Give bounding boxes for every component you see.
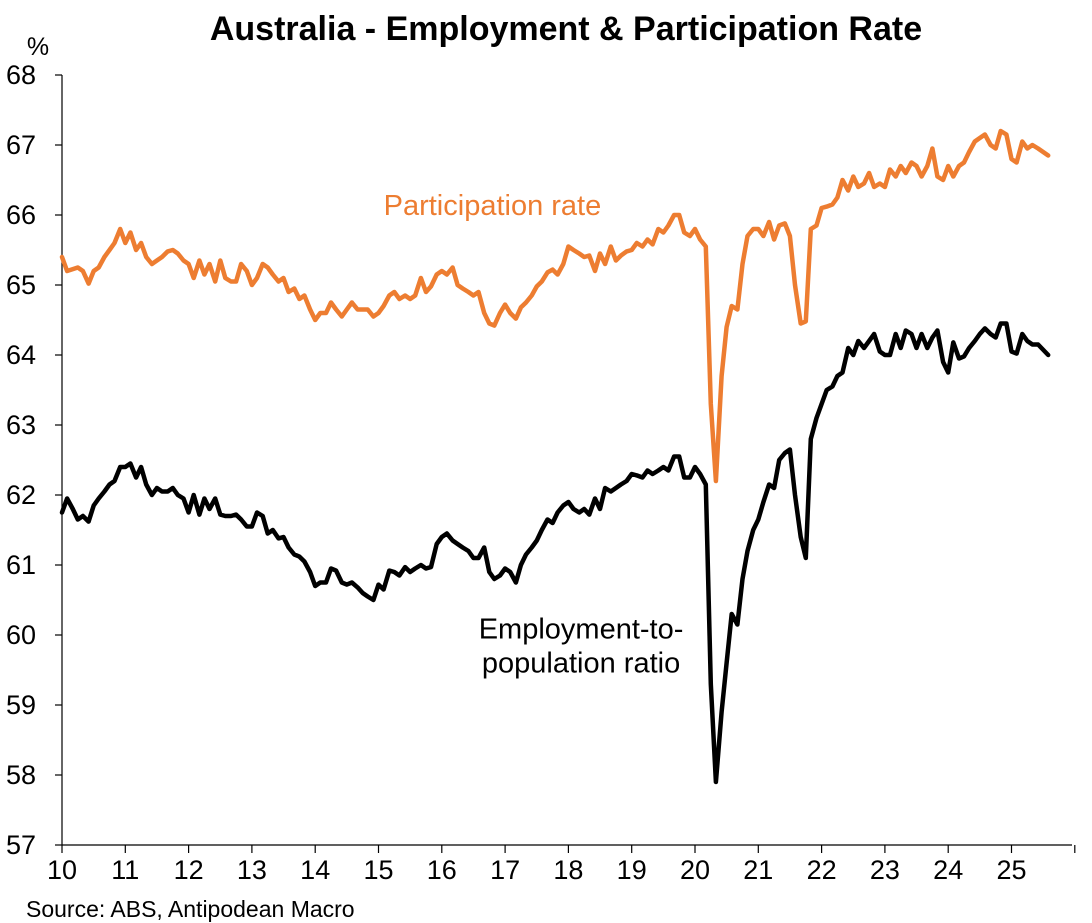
y-tick-label: 62	[6, 480, 36, 510]
x-tick-label: 25	[996, 855, 1026, 885]
x-tick-label: 13	[237, 855, 267, 885]
y-tick-label: 68	[6, 60, 36, 90]
series-line-0	[59, 128, 1051, 484]
y-tick-label: 57	[6, 830, 36, 860]
series-label-0: Participation rate	[384, 190, 602, 222]
series-lines	[59, 128, 1051, 785]
x-tick-label: 21	[743, 855, 773, 885]
y-tick-label: 65	[6, 270, 36, 300]
source-note: Source: ABS, Antipodean Macro	[26, 896, 355, 922]
y-tick-label: 59	[6, 690, 36, 720]
x-tick-label: 17	[490, 855, 520, 885]
x-tick-label: 14	[300, 855, 330, 885]
y-tick-label: 64	[6, 340, 36, 370]
x-tick-label: 23	[870, 855, 900, 885]
y-tick-label: 60	[6, 620, 36, 650]
x-tick-label: 22	[807, 855, 837, 885]
series-label-1: population ratio	[482, 648, 680, 680]
y-tick-label: 67	[6, 130, 36, 160]
y-tick-label: 63	[6, 410, 36, 440]
x-tick-label: 11	[111, 855, 139, 885]
y-axis-unit-label: %	[27, 33, 49, 61]
axes: 57 58 59 60 61 62 63 64 65 66 67 68 10 11 12 13 14 15 16 17…	[6, 60, 1076, 885]
series-line-1	[59, 321, 1051, 785]
x-tick-label: 20	[680, 855, 710, 885]
x-tick-label: 19	[617, 855, 647, 885]
x-tick-label: 10	[47, 855, 77, 885]
chart-title: Australia - Employment & Participation R…	[210, 10, 922, 48]
series-annotations: Participation rate Employment-to-populati…	[384, 190, 684, 680]
x-tick-label: 18	[553, 855, 583, 885]
y-tick-label: 61	[6, 550, 36, 580]
y-tick-label: 66	[6, 200, 36, 230]
x-tick-label: 15	[363, 855, 393, 885]
series-label-1: Employment-to-	[479, 614, 684, 646]
x-tick-label: 12	[174, 855, 204, 885]
x-tick-label: 16	[427, 855, 457, 885]
y-tick-label: 58	[6, 760, 36, 790]
x-tick-label: 24	[933, 855, 963, 885]
